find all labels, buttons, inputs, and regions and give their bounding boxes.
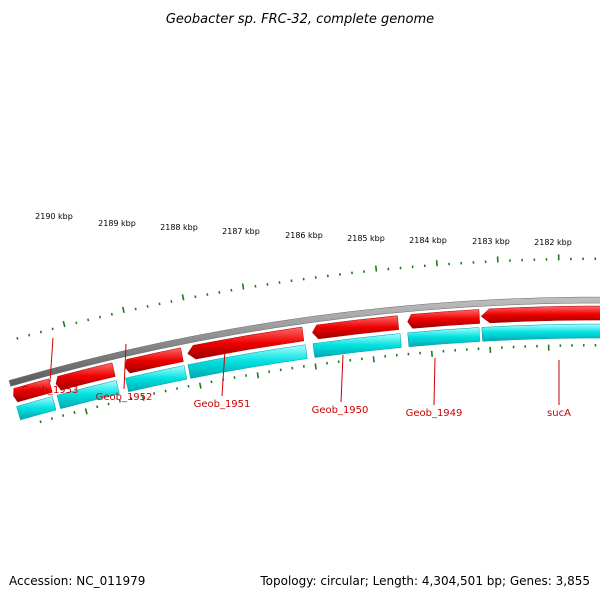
kbp-tick-bottom [314, 363, 317, 370]
gene-label-geob-1953[interactable]: Geob_1953 [22, 385, 79, 396]
genome-stats-text: Topology: circular; Length: 4,304,501 bp… [260, 574, 590, 588]
gene-label-geob-1949[interactable]: Geob_1949 [406, 408, 463, 419]
reverse-strand-genes [16, 323, 600, 421]
map-title: Geobacter sp. FRC-32, complete genome [166, 12, 434, 27]
gene-label-leader [433, 357, 436, 406]
kbp-tick-bottom [198, 382, 202, 389]
backbone-ring [8, 296, 600, 387]
kbp-tick-top [62, 321, 66, 328]
kbp-tick-marks-bottom [39, 344, 597, 424]
kbp-tick-bottom [130, 397, 133, 401]
gene-band-geob-1950[interactable] [312, 333, 402, 358]
kbp-tick-top [158, 302, 161, 306]
gene-label-suca[interactable]: sucA [547, 408, 571, 419]
accession-text: Accession: NC_011979 [9, 574, 146, 588]
kbp-label: 2185 kbp [347, 234, 385, 243]
kbp-label: 2184 kbp [409, 236, 447, 245]
gene-band-geob-1951[interactable] [187, 344, 308, 379]
kbp-tick-bottom [164, 389, 167, 393]
kbp-tick-top [241, 283, 245, 290]
kbp-tick-top [98, 315, 102, 319]
kbp-tick-top [16, 336, 19, 340]
gene-band-geob-1952[interactable] [125, 365, 188, 393]
kbp-tick-bottom [84, 408, 88, 415]
gene-label-leader [221, 349, 226, 397]
gene-band-suca[interactable] [481, 323, 600, 342]
gene-arrow-geob-1953[interactable] [55, 362, 116, 391]
kbp-tick-bottom [372, 356, 375, 363]
kbp-tick-bottom [62, 414, 65, 417]
genome-backbone [8, 296, 600, 387]
kbp-tick-bottom [107, 402, 110, 406]
kbp-tick-top [87, 318, 90, 322]
kbp-tick-bottom [153, 392, 156, 395]
kbp-label: 2187 kbp [222, 227, 260, 236]
gene-arrow-geob-1949[interactable] [407, 309, 480, 329]
kbp-scale-labels: 2190 kbp 2189 kbp 2188 kbp 2187 kbp 2186… [35, 212, 572, 247]
kbp-label: 2189 kbp [98, 219, 136, 228]
gene-label-leader [340, 354, 344, 403]
kbp-tick-top [181, 294, 185, 301]
kbp-label: 2182 kbp [534, 238, 572, 247]
gene-label-leader [123, 343, 127, 390]
kbp-tick-top [39, 330, 42, 334]
gene-band-left-edge[interactable] [16, 396, 57, 421]
gene-arrow-suca[interactable] [480, 305, 600, 324]
gene-arrow-left-edge[interactable] [13, 378, 53, 403]
kbp-label: 2183 kbp [472, 237, 510, 246]
forward-strand-genes [13, 305, 600, 403]
gene-label-geob-1952[interactable]: Geob_1952 [96, 392, 153, 403]
kbp-tick-bottom [39, 420, 42, 424]
kbp-label: 2188 kbp [160, 223, 198, 232]
gene-labels: Geob_1953 Geob_1952 Geob_1951 Geob_1950 … [22, 337, 571, 419]
gene-label-leader [49, 337, 54, 383]
gene-label-geob-1951[interactable]: Geob_1951 [194, 399, 251, 410]
kbp-tick-top [146, 305, 149, 308]
kbp-tick-bottom [96, 405, 99, 409]
kbp-tick-top [374, 265, 378, 272]
kbp-label: 2190 kbp [35, 212, 73, 221]
gene-band-geob-1949[interactable] [407, 327, 481, 348]
kbp-tick-bottom [50, 417, 53, 421]
kbp-tick-top [51, 327, 54, 331]
kbp-tick-marks-top [16, 254, 597, 340]
kbp-tick-top [75, 321, 78, 325]
kbp-tick-top [28, 333, 31, 337]
kbp-tick-bottom [256, 372, 260, 379]
kbp-tick-top [110, 312, 113, 316]
kbp-tick-bottom [118, 399, 121, 403]
gene-arrow-geob-1952[interactable] [124, 347, 184, 374]
gene-band-geob-1953[interactable] [56, 380, 120, 410]
kbp-tick-bottom [141, 394, 145, 401]
kbp-label: 2186 kbp [285, 231, 323, 240]
kbp-tick-bottom [176, 387, 179, 390]
gene-arrow-geob-1950[interactable] [312, 315, 399, 340]
gene-label-geob-1950[interactable]: Geob_1950 [312, 405, 369, 416]
kbp-tick-top [134, 307, 137, 311]
gene-arrow-geob-1951[interactable] [187, 326, 305, 360]
kbp-tick-top [121, 306, 125, 314]
kbp-tick-bottom [73, 411, 76, 414]
